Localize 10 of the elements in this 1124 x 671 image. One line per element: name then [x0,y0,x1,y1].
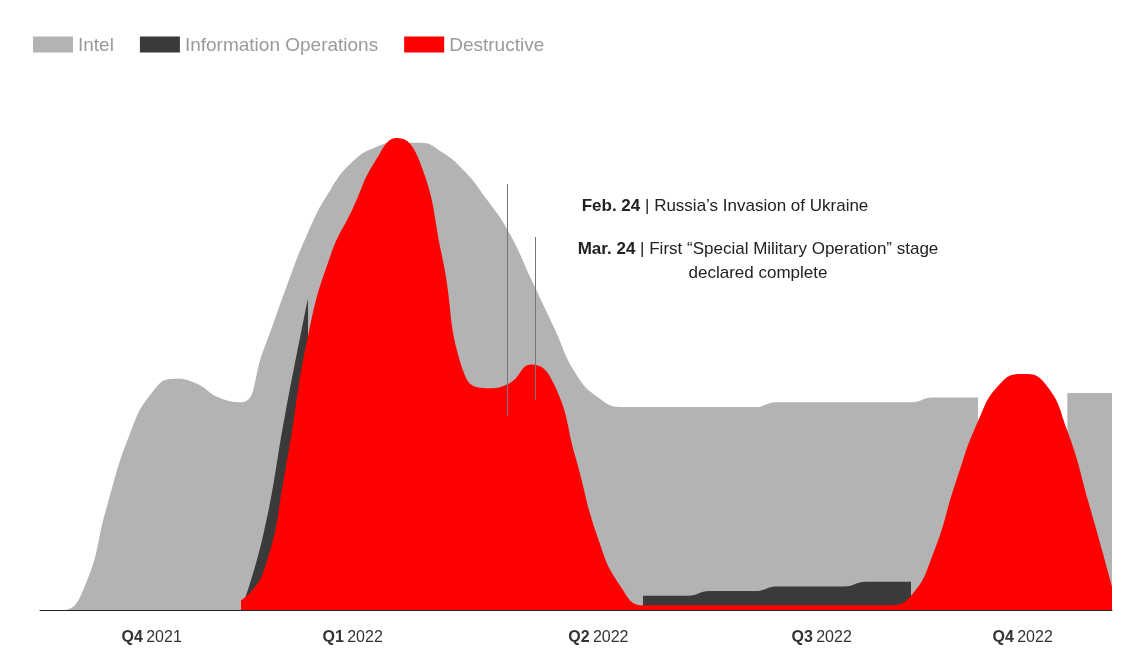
annotation: Feb. 24 | Russia’s Invasion of Ukraine [580,195,870,217]
x-tick-label: Q4 2021 [121,627,182,645]
x-tick-label: Q3 2022 [791,627,852,645]
x-tick-label: Q4 2022 [992,627,1053,645]
legend-label: Information Operations [184,34,379,55]
annotation: Mar. 24 | First “Special Military Operation” stage declared complete [576,238,940,284]
x-tick-label: Q1 2022 [322,627,383,645]
legend-label: Destructive [449,34,545,55]
x-tick-label: Q2 2022 [568,627,629,645]
legend-label: Intel [78,34,114,55]
